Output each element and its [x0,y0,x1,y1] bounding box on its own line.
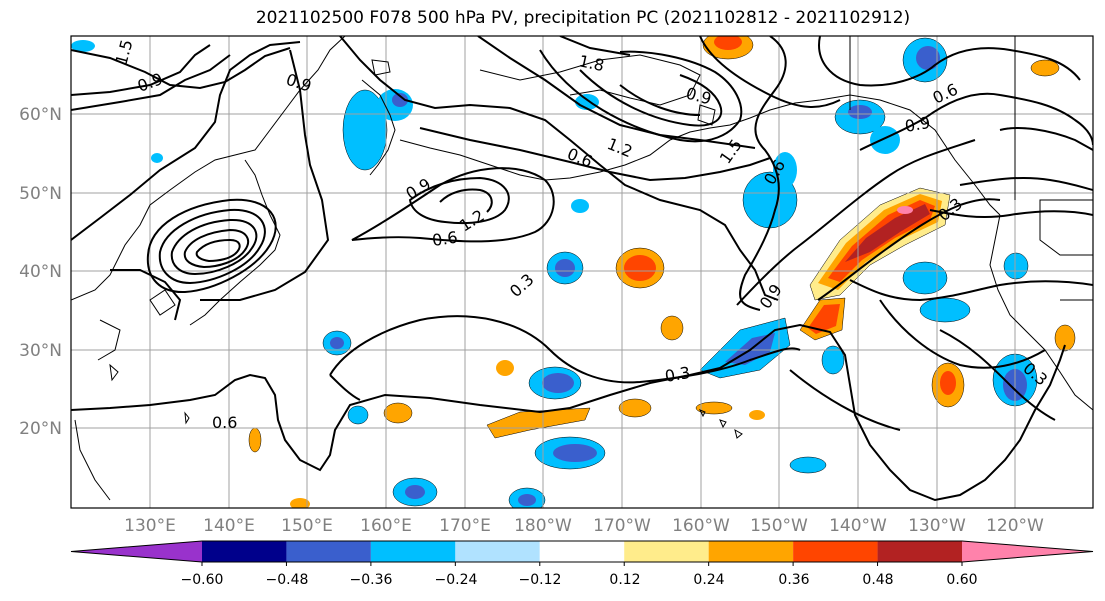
lon-label: 130°E [124,516,176,536]
graticule [71,36,1093,508]
colorbar-label: −0.60 [181,572,224,588]
negative-anomaly-blob [534,436,606,470]
colorbar: −0.60 −0.48 −0.36 −0.24 −0.12 0.12 0.24 … [70,540,1094,588]
colorbar-label: 0.24 [693,572,724,588]
lon-label: 160°E [360,516,412,536]
negative-anomaly-blob [789,456,827,474]
contour-label: 0.6 [930,80,961,108]
lat-label-40: 40°N [19,262,62,282]
colorbar-label: 0.12 [609,572,640,588]
contour-label: 0.9 [135,69,165,96]
contour-label: 1.5 [716,136,746,168]
colorbar-segment [455,541,540,562]
lon-label: 130°W [908,516,966,536]
colorbar-label: −0.24 [435,572,478,588]
lat-label-20: 20°N [19,419,62,439]
positive-anomaly-blob [702,36,754,60]
lon-label: 150°W [750,516,808,536]
longitude-labels: 130°E 140°E 150°E 160°E 170°E 180°W 170°… [124,516,1044,536]
positive-anomaly-blob [809,187,951,301]
pv-contours [71,36,1093,502]
colorbar-label: −0.36 [350,572,393,588]
lon-label: 180°W [514,516,572,536]
colorbar-segment [793,541,878,562]
latitude-labels: 60°N 50°N 40°N 30°N 20°N [19,105,62,439]
lon-label: 140°E [203,516,255,536]
figure-title: 2021102500 F078 500 hPa PV, precipitatio… [255,8,911,28]
negative-anomaly-blob [821,345,845,375]
lon-label: 140°W [829,516,887,536]
map-frame [70,35,1094,509]
lat-label-30: 30°N [19,341,62,361]
positive-anomaly-blob [248,59,1076,508]
lon-label: 150°E [281,516,333,536]
precip-shading [71,36,1076,508]
colorbar-segment [708,541,794,562]
contour-label: 0.9 [903,113,931,136]
colorbar-labels: −0.60 −0.48 −0.36 −0.24 −0.12 0.12 0.24 … [181,572,978,588]
colorbar-label: 0.36 [778,572,809,588]
coastlines [71,36,1093,501]
colorbar-label: 0.48 [862,572,893,588]
lat-label-50: 50°N [19,184,62,204]
positive-anomaly-blob [799,297,846,341]
contour-label: 0.9 [684,84,714,109]
contour-label: 0.6 [212,413,237,432]
colorbar-segment [202,541,287,562]
contour-label: 0.6 [431,228,459,250]
colorbar-segment [877,541,962,562]
contour-label: 0.9 [284,70,314,96]
colorbar-segment [624,541,709,562]
colorbar-segment [71,541,202,562]
colorbar-segment [539,541,625,562]
negative-anomaly-blob [322,330,352,356]
lon-label: 170°E [439,516,491,536]
negative-anomaly-blob [546,251,584,285]
negative-anomaly-blob [392,477,438,507]
contour-label: 0.9 [403,174,435,203]
lon-label: 160°W [672,516,730,536]
colorbar-segment [286,541,371,562]
negative-anomaly-blob [834,37,948,154]
lon-label: 120°W [986,516,1044,536]
lon-label: 170°W [593,516,651,536]
negative-anomaly-blob [508,487,546,508]
contour-label: 1.2 [456,206,488,236]
negative-anomaly-blob [528,366,582,400]
contour-label: 1.2 [605,134,636,161]
colorbar-label: −0.48 [266,572,309,588]
colorbar-label: −0.12 [519,572,562,588]
contour-label: 0.3 [663,363,691,386]
colorbar-label: 0.60 [946,572,977,588]
colorbar-segment [370,541,456,562]
lat-label-60: 60°N [19,105,62,125]
contour-label: 1.8 [577,51,606,75]
negative-anomaly-blob [347,405,369,425]
contour-label: 0.3 [506,270,538,301]
colorbar-segment [962,541,1093,562]
positive-anomaly-blob [615,247,665,289]
negative-anomaly-blob [342,89,413,171]
contour-label: 1.5 [112,38,137,68]
